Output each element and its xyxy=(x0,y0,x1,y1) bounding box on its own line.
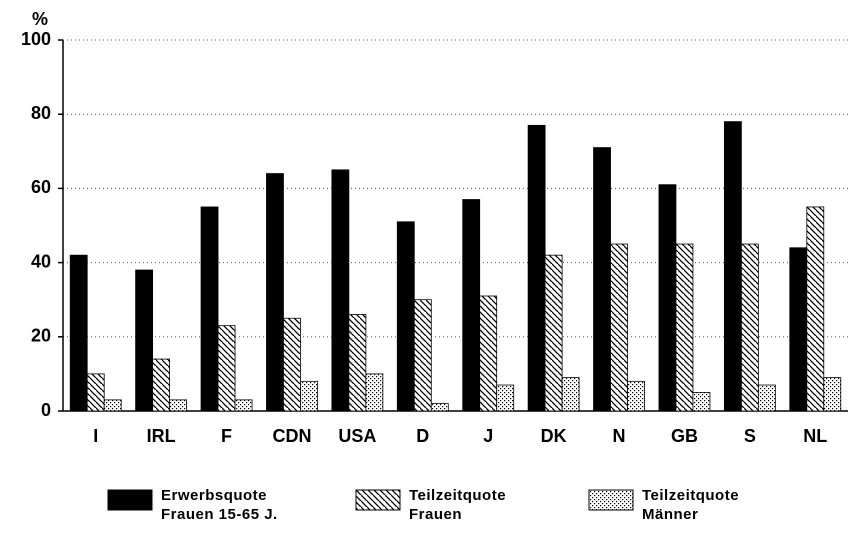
bar xyxy=(806,206,825,412)
bar xyxy=(331,169,350,412)
x-tick-label: I xyxy=(93,426,98,446)
bar xyxy=(413,299,432,412)
bar xyxy=(234,399,253,412)
bar xyxy=(479,295,498,412)
legend: Erwerbsquote Frauen 15-65 J. Teilzeitquot… xyxy=(0,486,853,535)
x-tick-label: GB xyxy=(671,426,698,446)
legend-label: Teilzeitquote Frauen xyxy=(409,487,507,523)
bar xyxy=(86,373,105,412)
bar xyxy=(757,384,776,412)
x-tick-label: J xyxy=(483,426,493,446)
legend-swatch-rect xyxy=(588,489,634,511)
bar xyxy=(69,254,88,412)
bar xyxy=(283,317,301,412)
bar xyxy=(462,199,481,412)
y-tick-label: 80 xyxy=(31,103,51,123)
legend-item: Erwerbsquote Frauen 15-65 J. xyxy=(107,486,311,524)
bar xyxy=(200,206,219,412)
bar xyxy=(658,184,677,412)
bar xyxy=(789,247,808,412)
bar xyxy=(823,377,842,412)
bar xyxy=(217,325,236,412)
bar xyxy=(675,243,694,412)
x-tick-label: USA xyxy=(338,426,376,446)
legend-label: Erwerbsquote Frauen 15-65 J. xyxy=(161,487,278,523)
bar xyxy=(348,314,367,412)
bar xyxy=(496,384,515,412)
bar xyxy=(365,373,384,412)
bar xyxy=(610,243,628,412)
y-tick-label: 60 xyxy=(31,177,51,197)
bar xyxy=(103,399,122,412)
y-tick-label: 40 xyxy=(31,251,51,271)
legend-item: Teilzeitquote Männer xyxy=(588,486,767,524)
legend-item: Teilzeitquote Frauen xyxy=(355,486,534,524)
bar xyxy=(430,403,449,412)
y-axis-label: % xyxy=(32,9,48,29)
legend-swatch xyxy=(588,489,634,511)
bar xyxy=(152,358,171,412)
x-tick-label: IRL xyxy=(147,426,176,446)
y-tick-label: 100 xyxy=(21,29,51,49)
x-tick-label: F xyxy=(221,426,232,446)
legend-swatch xyxy=(355,489,401,511)
chart: % 0 20 40 60 80 100 I IRL F CDN USA D J DK N GB S NL xyxy=(21,9,848,446)
x-tick-label: S xyxy=(744,426,756,446)
bar xyxy=(593,147,611,412)
bar xyxy=(300,380,318,412)
bar xyxy=(723,121,742,412)
x-tick-label: NL xyxy=(803,426,827,446)
x-tick-label: DK xyxy=(541,426,567,446)
legend-swatch-rect xyxy=(107,489,153,511)
bar xyxy=(692,392,711,412)
x-tick-label: CDN xyxy=(272,426,311,446)
bar xyxy=(740,243,759,412)
bar xyxy=(396,221,415,412)
bar xyxy=(527,124,546,412)
legend-swatch-rect xyxy=(355,489,401,511)
bar xyxy=(135,269,154,412)
bar xyxy=(561,377,580,412)
bar xyxy=(266,173,284,412)
legend-swatch xyxy=(107,489,153,511)
bar xyxy=(627,380,645,412)
legend-label: Teilzeitquote Männer xyxy=(642,487,740,523)
y-tick-label: 0 xyxy=(41,400,51,420)
y-tick-label: 20 xyxy=(31,326,51,346)
x-tick-label: N xyxy=(613,426,626,446)
bar xyxy=(169,399,188,412)
x-tick-label: D xyxy=(416,426,429,446)
bar xyxy=(544,254,563,412)
